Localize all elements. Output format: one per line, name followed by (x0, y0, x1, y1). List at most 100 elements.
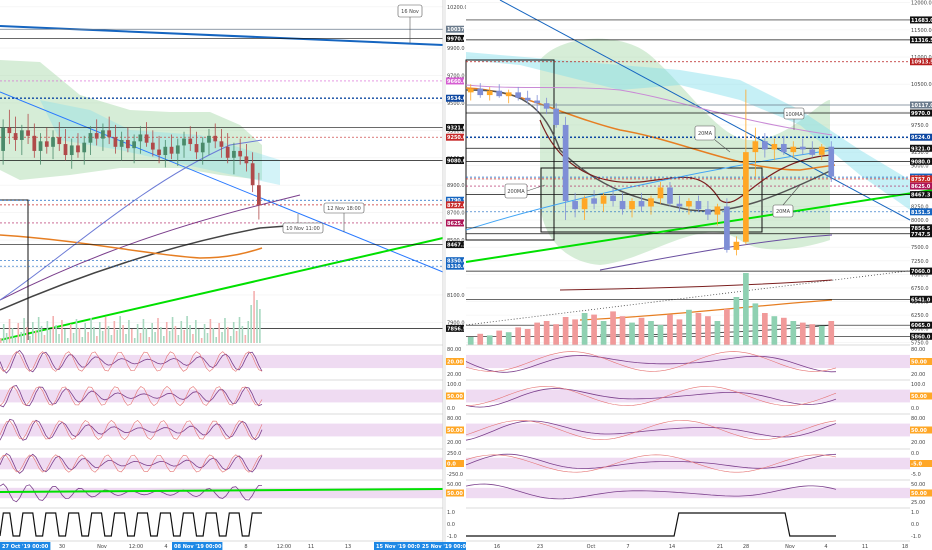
x-tick-label: 30 (59, 544, 65, 550)
volume-bar (629, 322, 635, 345)
volume-bar (122, 325, 124, 343)
price-tag (446, 324, 464, 332)
x-tick-tag (374, 542, 425, 550)
candle-body (505, 92, 512, 97)
volume-bar (224, 318, 226, 343)
volume-bar (93, 327, 95, 343)
right-ichimoku-cloud (540, 38, 830, 266)
price-tag (910, 208, 932, 216)
x-tick-label: 08 Nov '19 00:00 (174, 544, 222, 550)
volume-bar (148, 337, 151, 343)
candle-body (657, 187, 664, 199)
volume-bar (29, 336, 31, 343)
right-price-axis: 12000.011500.011000.010500.010000.09750.… (910, 1, 932, 540)
candle-body (676, 203, 683, 207)
indicator-tag (446, 358, 464, 365)
candle-body (743, 152, 749, 242)
x-tick-label: Nov (97, 544, 107, 550)
indicator-tag (446, 392, 464, 400)
indicator-line (465, 483, 837, 500)
volume-bar (183, 330, 185, 343)
candle-body (132, 141, 136, 149)
price-tag (910, 321, 932, 329)
volume-bar (142, 319, 145, 343)
indicator-tick-label: 80.00 (911, 347, 925, 353)
candle-body (244, 156, 249, 164)
annotation-20ma-bottom-label: 20MA (776, 209, 791, 215)
indicator-tick-label: 80.00 (447, 347, 461, 353)
volume-bar (151, 323, 153, 343)
price-tag (910, 109, 932, 117)
price-tag-label: 8757.0 (911, 177, 931, 183)
price-tag (446, 262, 464, 270)
volume-bar (46, 321, 49, 343)
indicator-green-trendline (0, 488, 444, 493)
volume-bar (600, 321, 607, 345)
annotation-20ma-bottom: 20MA (772, 184, 801, 218)
annotation-10-nov-label: 10 Nov 11:00 (286, 226, 320, 232)
x-tick-label: 8 (244, 544, 247, 550)
right-volume-bars (467, 273, 835, 345)
indicator-tag (910, 358, 932, 365)
volume-bar (64, 329, 66, 343)
left-horizontal-levels (0, 28, 443, 329)
indicator-line (465, 355, 837, 373)
price-tag-label: 6065.0 (911, 323, 931, 329)
volume-bar (229, 336, 232, 343)
volume-bar (572, 319, 578, 345)
x-tick-label: 27 Oct '19 00:00 (2, 544, 49, 550)
candle-body (169, 146, 174, 154)
volume-bar (157, 318, 159, 343)
x-tick-label: 18 (902, 544, 908, 550)
y-tick-label: 8000.0 (911, 218, 929, 224)
annotation-100ma-label: 100MA (785, 112, 803, 118)
volume-bar (107, 326, 110, 343)
indicator-tag (910, 460, 932, 467)
volume-bar (212, 328, 215, 343)
indicator-line (465, 420, 837, 441)
price-tag-label: 8757.0 (447, 203, 467, 209)
candle-body (225, 146, 230, 158)
volume-bar (235, 331, 238, 343)
volume-bar (17, 323, 20, 343)
left-gridlines (0, 6, 443, 323)
price-tag-label: 8310.0 (447, 264, 467, 270)
candle-body (200, 142, 205, 153)
volume-bar (2, 324, 5, 343)
pane-band (466, 389, 910, 403)
volume-bar (733, 297, 740, 345)
price-tag-label: 9080.0 (447, 159, 467, 165)
volume-bar (171, 317, 174, 343)
volume-bar (790, 321, 797, 345)
y-tick-label: 9000.0 (911, 164, 929, 170)
y-tick-label: 10500.0 (911, 82, 932, 88)
left-indicator-panes (0, 344, 444, 537)
price-tag-label: 10037.0 (447, 27, 470, 33)
indicator-tag-label: 20.00 (447, 360, 463, 366)
volume-bar (20, 332, 22, 343)
volume-bar (543, 321, 550, 345)
volume-bar (66, 338, 69, 343)
candle-body (150, 142, 155, 150)
volume-bar (648, 321, 654, 345)
price-tag-label: 10913.5 (911, 60, 932, 66)
candle-body (790, 146, 797, 153)
price-tag-label: 9970.0 (911, 111, 931, 117)
y-tick-label: 10200.0 (447, 5, 468, 11)
x-tick-label: 4 (164, 544, 167, 550)
left-chart-panel: 16 Nov 12 Nov 18:00 10 Nov 11:00 10200.0… (0, 0, 471, 550)
candle-body (188, 138, 193, 145)
candle-body (771, 143, 778, 150)
left-ma-purple (0, 194, 301, 301)
indicator-signal-line (465, 351, 837, 372)
candle-body (213, 135, 218, 142)
y-tick-label: 7500.0 (911, 245, 929, 251)
x-tick-label: 12:00 (277, 544, 291, 550)
price-tag-label: 7856.5 (447, 326, 467, 332)
indicator-line (0, 512, 262, 537)
price-tag-label: 9321.0 (447, 125, 467, 131)
volume-bar (218, 323, 220, 343)
pane-band (0, 389, 443, 403)
volume-bar (101, 331, 104, 343)
pane-band (466, 457, 910, 470)
